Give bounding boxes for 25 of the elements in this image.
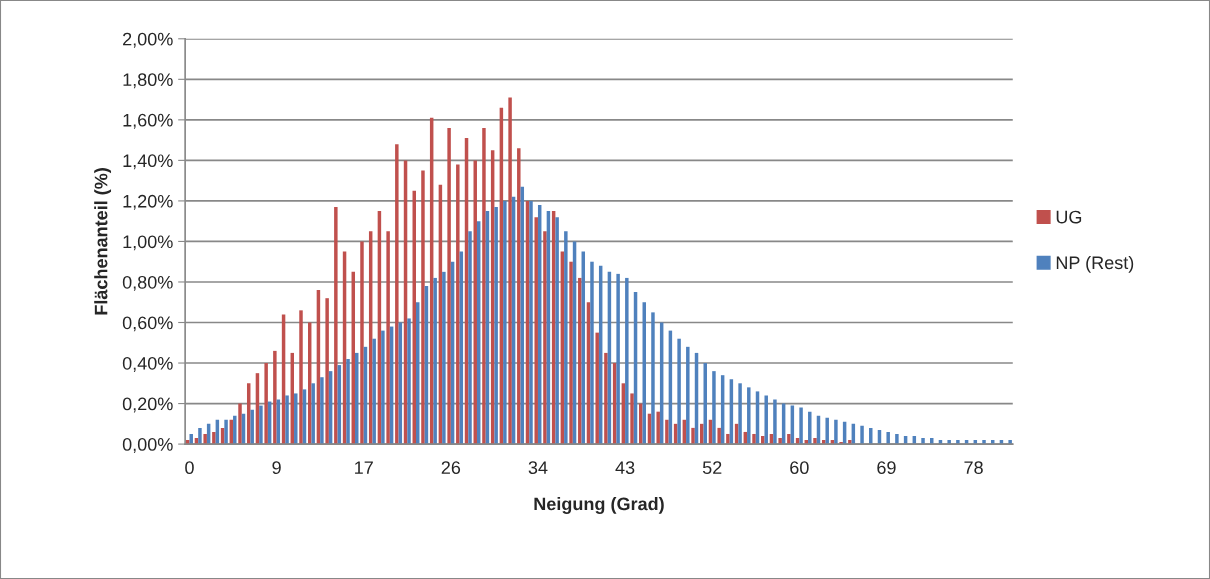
x-tick-label: 26 — [441, 461, 461, 475]
y-tick-label: 1,00% — [123, 235, 173, 251]
y-tick-label: 2,00% — [123, 32, 173, 48]
y-tick-label: 0,40% — [122, 356, 173, 372]
y-tick-label: 0,60% — [122, 316, 173, 332]
y-tick-label: 0,00% — [122, 438, 173, 453]
y-tick-label: 1,80% — [123, 73, 173, 89]
x-tick-label: 17 — [355, 461, 373, 474]
x-tick-label: 9 — [272, 461, 281, 475]
x-tick-label: 78 — [964, 461, 983, 475]
y-tick-label: 0,80% — [122, 275, 173, 291]
y-axis-title: Flächenanteil (%) — [94, 168, 112, 315]
x-tick-label: 52 — [702, 461, 722, 475]
x-tick-label: 34 — [528, 461, 548, 475]
legend-label: NP (Rest) — [1056, 255, 1134, 273]
x-tick-label: 43 — [615, 461, 635, 475]
x-axis-title: Neigung (Grad) — [534, 497, 664, 514]
y-tick-label: 1,40% — [123, 154, 173, 170]
x-tick-label: 0 — [185, 461, 194, 475]
y-tick-label: 1,20% — [123, 194, 173, 210]
y-tick-label: 1,60% — [123, 113, 173, 129]
y-tick-label: 0,20% — [122, 397, 173, 413]
x-tick-label: 69 — [877, 461, 896, 475]
x-tick-label: 60 — [790, 461, 809, 475]
legend-label: UG — [1056, 210, 1082, 224]
